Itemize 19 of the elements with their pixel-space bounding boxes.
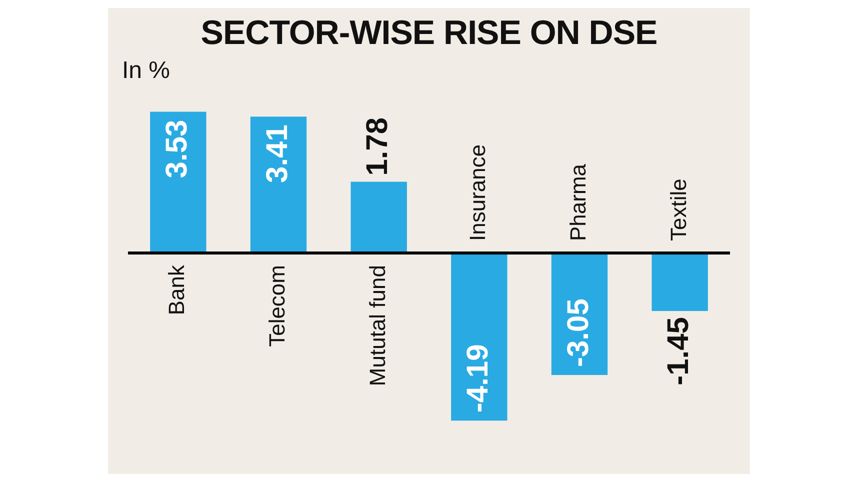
data-label: -1.45 xyxy=(662,317,696,386)
data-label: 3.53 xyxy=(160,120,194,178)
x-tick-label: Insurance xyxy=(465,144,490,241)
bar xyxy=(150,112,206,253)
chart-title: SECTOR-WISE RISE ON DSE xyxy=(200,14,658,53)
data-label: -4.19 xyxy=(461,344,494,413)
data-label: 3.41 xyxy=(260,124,294,183)
chart-subtitle: In % xyxy=(122,57,172,85)
x-tick-label: Pharma xyxy=(566,163,591,241)
bar xyxy=(250,116,307,253)
data-label: 1.78 xyxy=(361,117,394,176)
x-tick-label: Bank xyxy=(164,264,190,316)
bar xyxy=(451,253,508,421)
x-tick-label: Textile xyxy=(666,178,691,241)
data-label: -3.05 xyxy=(562,298,595,367)
bar xyxy=(350,182,407,253)
x-tick-label: Telecom xyxy=(264,265,290,347)
x-tick-label: Mututal fund xyxy=(364,265,390,386)
bar xyxy=(652,253,708,311)
